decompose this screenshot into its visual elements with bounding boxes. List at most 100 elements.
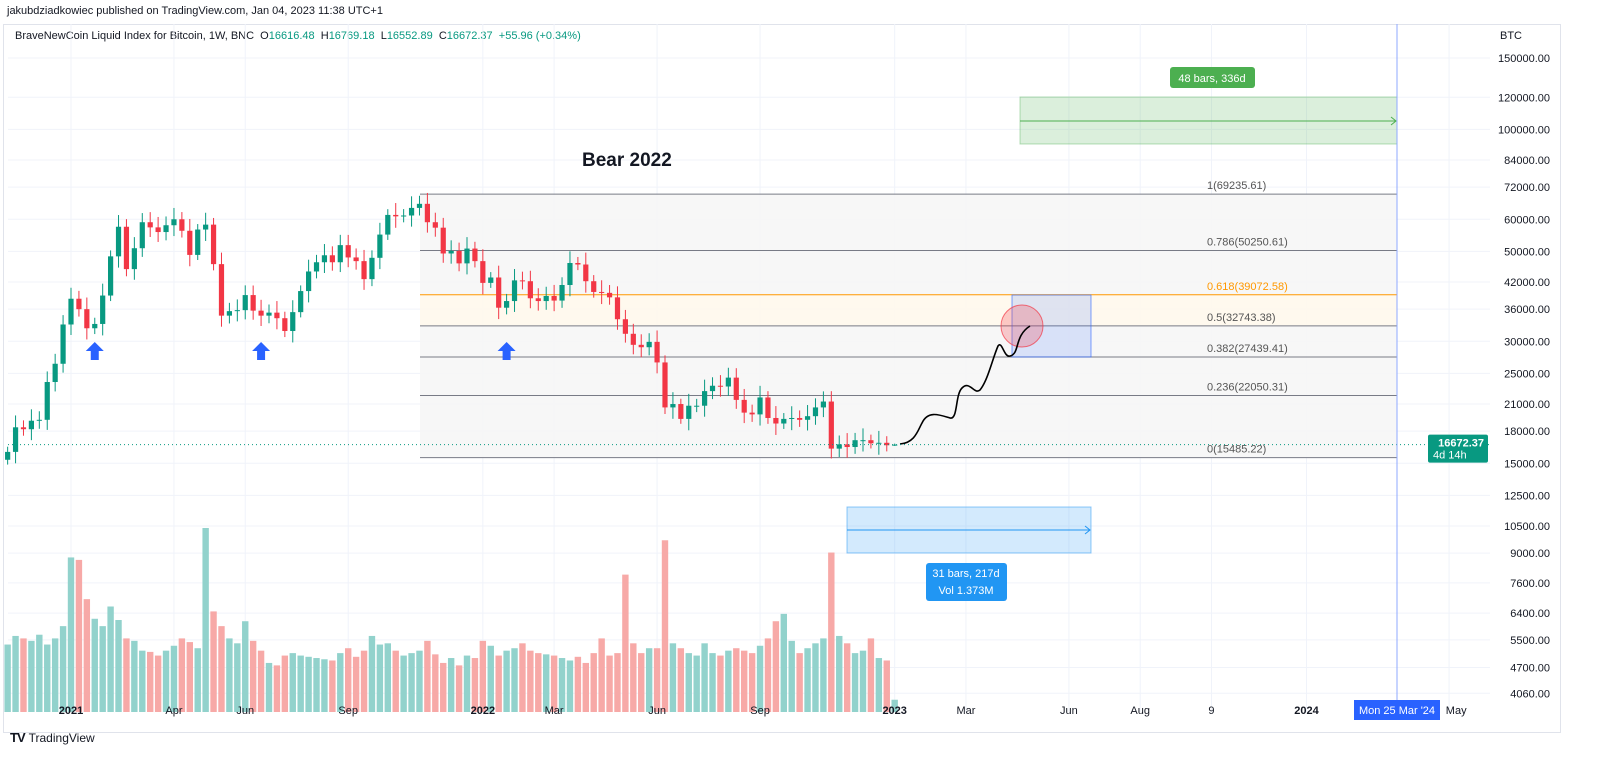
volume-bar	[535, 653, 542, 712]
volume-bar	[495, 655, 502, 712]
volume-bar	[630, 643, 637, 712]
volume-bar	[115, 620, 122, 712]
x-tick-label: Jun	[648, 705, 666, 717]
volume-bar	[748, 653, 756, 712]
y-tick-label: 72000.00	[1504, 182, 1550, 194]
candle-body	[242, 295, 248, 311]
volume-bar	[313, 658, 320, 712]
candle-body	[290, 312, 296, 332]
y-tick-label: 18000.00	[1504, 426, 1550, 438]
volume-bar	[99, 626, 106, 712]
candle-body	[836, 444, 842, 449]
volume-bar	[20, 638, 27, 712]
volume-bar	[788, 640, 795, 712]
arrow-head-icon	[1084, 525, 1091, 535]
vertical-line-date: Mon 25 Mar '24	[1359, 705, 1435, 717]
candle-body	[741, 399, 747, 413]
volume-bar	[519, 643, 526, 712]
y-tick-label: 10500.00	[1504, 521, 1550, 533]
candle-body	[171, 219, 177, 226]
volume-bar	[479, 640, 487, 712]
y-tick-label: 30000.00	[1504, 336, 1550, 348]
volume-bar	[257, 650, 265, 712]
volume-bar	[891, 699, 898, 712]
buy-arrow-icon	[252, 342, 271, 360]
x-tick-label: 2024	[1294, 705, 1319, 717]
volume-bar	[400, 655, 407, 712]
volume-bar	[875, 658, 883, 712]
volume-bar	[162, 650, 170, 712]
y-tick-label: 42000.00	[1504, 277, 1550, 289]
volume-bar	[123, 638, 130, 712]
candle-body	[456, 251, 462, 264]
volume-bar	[408, 653, 415, 712]
volume-bar	[83, 599, 91, 712]
volume-bar	[812, 643, 819, 712]
legend-change: +55.96 (+0.34%)	[498, 30, 581, 42]
x-tick-label: Apr	[165, 705, 182, 717]
candle-body	[393, 214, 399, 217]
candle-body	[686, 405, 692, 419]
volume-bar	[558, 658, 566, 712]
publisher-line: jakubdziadkowiec published on TradingVie…	[7, 5, 383, 17]
volume-bar	[543, 654, 550, 712]
last-price-badge	[1428, 434, 1488, 463]
volume-bar	[455, 665, 463, 712]
candle-body	[606, 292, 613, 298]
volume-bar	[416, 650, 423, 712]
volume-bar	[709, 653, 716, 712]
volume-bar	[36, 634, 43, 712]
candle-body	[535, 298, 541, 302]
candle-body	[424, 203, 430, 223]
x-tick-label: Jun	[1060, 705, 1078, 717]
volume-bar	[606, 655, 613, 712]
volume-bar	[147, 651, 154, 712]
volume-bar	[202, 528, 209, 712]
candle-body	[321, 255, 328, 263]
candle-body	[702, 391, 708, 406]
volume-bar	[281, 655, 289, 712]
volume-bar	[178, 638, 186, 712]
y-tick-label: 120000.00	[1498, 92, 1550, 104]
volume-bar	[511, 648, 518, 712]
symbol-name: BraveNewCoin Liquid Index for Bitcoin, 1…	[15, 30, 255, 42]
candle-body	[820, 401, 826, 408]
candle-body	[480, 261, 486, 283]
candle-body	[60, 324, 66, 364]
candle-body	[108, 256, 114, 296]
volume-bar	[820, 638, 827, 712]
candle-body	[187, 230, 193, 255]
candle-body	[203, 224, 209, 230]
vertical-line-date-badge	[1354, 700, 1440, 720]
volume-bar	[345, 648, 352, 712]
candle-body	[876, 442, 882, 444]
fib-band	[420, 194, 1397, 251]
legend-high: 16769.18	[328, 30, 375, 42]
candle-body	[511, 280, 518, 302]
y-tick-label: 60000.00	[1504, 214, 1550, 226]
x-tick-label: Aug	[1130, 705, 1150, 717]
fib-level-label: 0.786(50250.61)	[1207, 236, 1288, 248]
volume-bar	[218, 626, 225, 712]
volume-bar	[693, 655, 700, 712]
fib-level-label: 1(69235.61)	[1207, 180, 1266, 192]
projection-path	[899, 325, 1031, 445]
volume-bar	[154, 655, 162, 712]
volume-bar	[12, 635, 19, 712]
candle-body	[488, 277, 494, 283]
arrow-head-icon	[1390, 116, 1397, 126]
volume-bar	[273, 665, 281, 712]
candle-body	[218, 264, 225, 316]
candle-body	[709, 385, 716, 392]
candle-body	[678, 404, 684, 419]
x-tick-label: Sep	[338, 705, 358, 717]
candle-body	[559, 285, 565, 301]
volume-bar	[867, 638, 875, 712]
fib-band	[420, 356, 1397, 396]
candle-body	[828, 401, 834, 449]
volume-bar	[447, 658, 455, 712]
tradingview-logo-icon: TV	[10, 730, 26, 745]
volume-bar	[685, 653, 692, 712]
fib-level-label: 0.382(27439.41)	[1207, 343, 1288, 355]
